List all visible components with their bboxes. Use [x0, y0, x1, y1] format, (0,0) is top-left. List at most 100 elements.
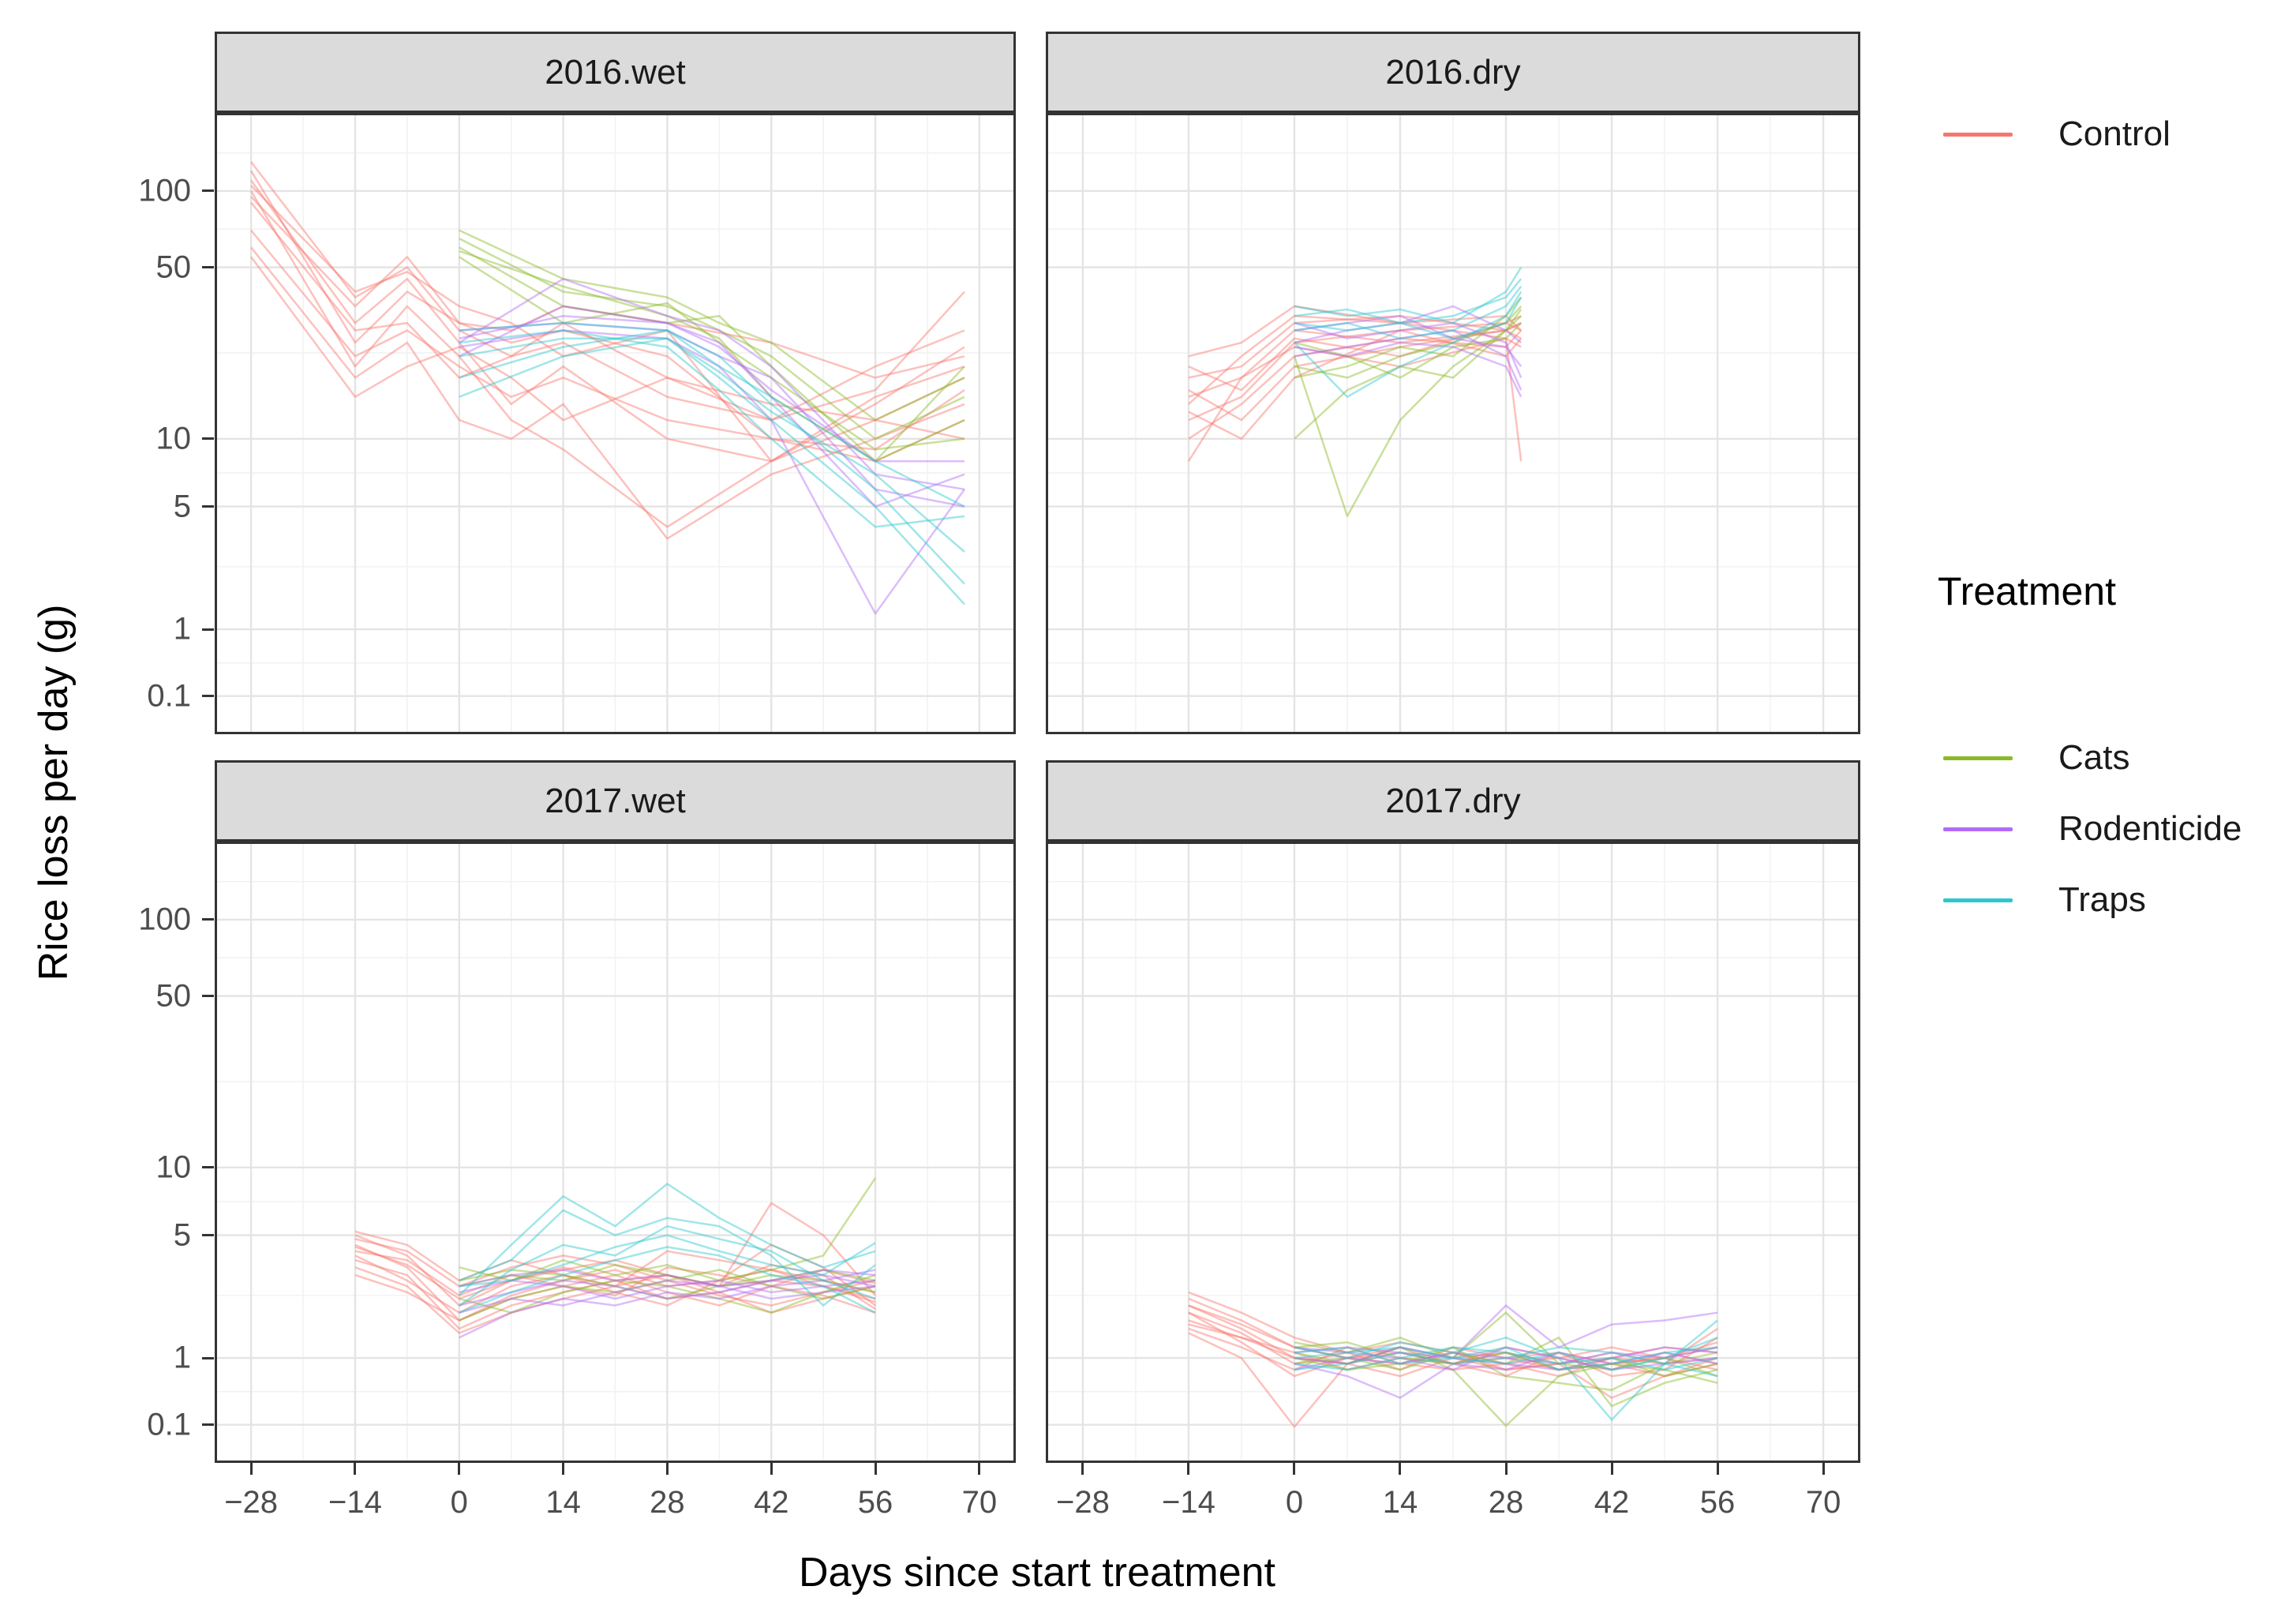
x-axis-tick-label: 56 — [857, 1485, 893, 1520]
series-line-traps — [1294, 1337, 1718, 1371]
series-line-rodenticide — [1294, 1346, 1718, 1371]
panel-2016-dry — [1046, 113, 1860, 734]
series-line-rodenticide — [1294, 321, 1523, 378]
series-line-control — [1188, 305, 1523, 358]
series-line-traps — [1294, 1346, 1718, 1371]
panel-border — [1046, 842, 1860, 1463]
series-line-control — [250, 161, 965, 422]
y-axis-tick-label: 100 — [138, 173, 191, 208]
series-line-cats — [1294, 306, 1523, 379]
y-axis-tick — [202, 189, 214, 193]
series-line-control — [1188, 1297, 1718, 1371]
y-axis-tick-label: 10 — [155, 421, 192, 456]
legend-item-traps: Traps — [1926, 876, 2146, 924]
series-line-rodenticide — [459, 305, 965, 508]
y-axis-tick — [202, 628, 214, 631]
series-line-cats — [1294, 1311, 1718, 1378]
panel-2017-dry — [1046, 842, 1860, 1463]
series-line-control — [1188, 1319, 1718, 1371]
y-axis-tick-label: 100 — [138, 902, 191, 937]
x-axis-tick-label: −28 — [1055, 1485, 1110, 1520]
series-line-rodenticide — [1294, 341, 1523, 398]
series-line-control — [1188, 321, 1522, 422]
series-line-rodenticide — [459, 277, 965, 491]
y-axis-tick — [202, 266, 214, 269]
series-line-traps — [1294, 1319, 1718, 1421]
series-line-control — [1188, 1311, 1718, 1378]
series-line-control — [250, 196, 965, 463]
series-line-cats — [1294, 1346, 1718, 1392]
series-line-traps — [1294, 278, 1523, 332]
x-axis-tick — [1504, 1463, 1508, 1475]
y-axis-tick — [202, 437, 214, 441]
series-line-control — [354, 1250, 876, 1314]
series-line-cats — [1294, 1341, 1718, 1378]
x-axis-tick-label: 0 — [1285, 1485, 1304, 1520]
x-axis-tick-label: 14 — [1382, 1485, 1418, 1520]
series-line-cats — [459, 256, 965, 451]
series-line-rodenticide — [1294, 329, 1523, 391]
series-line-rodenticide — [459, 1269, 876, 1339]
series-line-cats — [459, 1273, 876, 1314]
series-line-control — [354, 1258, 876, 1330]
x-axis-tick — [1716, 1463, 1719, 1475]
series-line-rodenticide — [459, 314, 964, 463]
y-axis-tick — [202, 695, 214, 698]
series-line-cats — [459, 1263, 876, 1288]
x-axis-tick — [978, 1463, 981, 1475]
x-axis-tick-label: 56 — [1699, 1485, 1736, 1520]
series-line-cats — [1294, 1346, 1718, 1427]
y-axis-tick — [202, 1234, 214, 1237]
legend-title: Treatment — [1938, 569, 2117, 613]
series-line-rodenticide — [459, 1279, 876, 1300]
series-line-cats — [459, 249, 965, 463]
series-line-traps — [1294, 266, 1523, 324]
rodenticide-line-swatch — [1943, 827, 2013, 831]
x-axis-tick-label: 14 — [545, 1485, 581, 1520]
y-axis-tick-label: 1 — [173, 611, 191, 647]
series-line-traps — [459, 329, 965, 528]
facet-strip-label: 2017.wet — [545, 781, 686, 820]
panel-border — [215, 113, 1016, 734]
series-line-control — [1188, 1323, 1718, 1378]
y-axis-tick — [202, 1166, 214, 1169]
panel-2016-wet — [215, 113, 1016, 734]
series-line-control — [250, 246, 965, 540]
series-line-traps — [459, 321, 965, 585]
facet-strip-2017-wet: 2017.wet — [215, 760, 1016, 842]
series-line-traps — [459, 337, 965, 553]
series-line-control — [354, 1202, 876, 1307]
legend-item-label: Cats — [2058, 738, 2130, 777]
series-line-rodenticide — [1294, 1351, 1718, 1399]
y-axis-tick-label: 5 — [173, 1217, 191, 1253]
series-line-control — [1188, 1291, 1718, 1371]
series-line-rodenticide — [1294, 305, 1522, 344]
series-line-traps — [458, 1183, 876, 1296]
series-line-control — [250, 201, 965, 422]
legend-item-label: Rodenticide — [2058, 809, 2242, 848]
y-axis-title: Rice loss per day (g) — [31, 604, 77, 981]
x-axis-tick-label: −14 — [1161, 1485, 1215, 1520]
series-line-control — [1188, 329, 1523, 441]
legend-item-label: Traps — [2058, 880, 2146, 919]
series-line-control — [354, 1243, 876, 1322]
series-line-control — [1188, 329, 1523, 440]
y-axis-tick — [202, 995, 214, 998]
series-line-control — [250, 256, 965, 441]
traps-line-swatch — [1943, 898, 2013, 902]
y-axis-tick — [202, 505, 214, 508]
series-line-cats — [459, 246, 965, 463]
x-axis-tick — [249, 1463, 253, 1475]
series-line-cats — [1294, 322, 1523, 379]
series-line-cats — [1294, 315, 1523, 440]
series-line-traps — [459, 1224, 876, 1307]
series-line-traps — [459, 329, 965, 508]
x-axis-tick-label: 42 — [753, 1485, 789, 1520]
x-axis-tick — [874, 1463, 877, 1475]
series-line-cats — [459, 229, 965, 422]
x-axis-tick-label: 0 — [450, 1485, 468, 1520]
series-line-cats — [1293, 309, 1523, 518]
series-line-rodenticide — [459, 1269, 876, 1288]
series-line-control — [1188, 321, 1522, 392]
series-line-control — [354, 1246, 876, 1311]
